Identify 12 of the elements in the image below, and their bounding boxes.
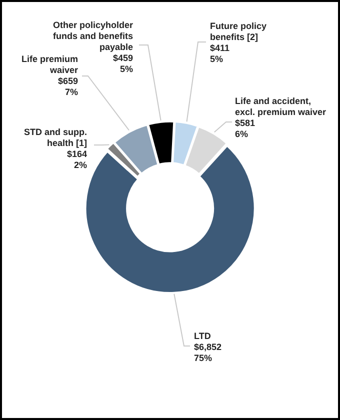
slice-label: Life premium waiver bbox=[21, 54, 78, 75]
slice-label: Other policyholder funds and benefits payable bbox=[52, 20, 134, 52]
data-label: $459 5% bbox=[112, 52, 133, 74]
data-label: $411 5% bbox=[210, 42, 230, 64]
slice-label: LTD bbox=[194, 330, 212, 341]
data-label: $164 2% bbox=[66, 148, 87, 170]
slice-label: STD and supp. health [1] bbox=[24, 126, 87, 148]
slice-label: Future policy benefits [2] bbox=[210, 20, 267, 42]
data-label: $6,852 75% bbox=[194, 342, 222, 363]
data-label: $659 7% bbox=[58, 76, 78, 97]
slice-label: Life and accident, excl. premium waiver bbox=[235, 96, 327, 117]
data-label: $581 6% bbox=[235, 118, 256, 139]
